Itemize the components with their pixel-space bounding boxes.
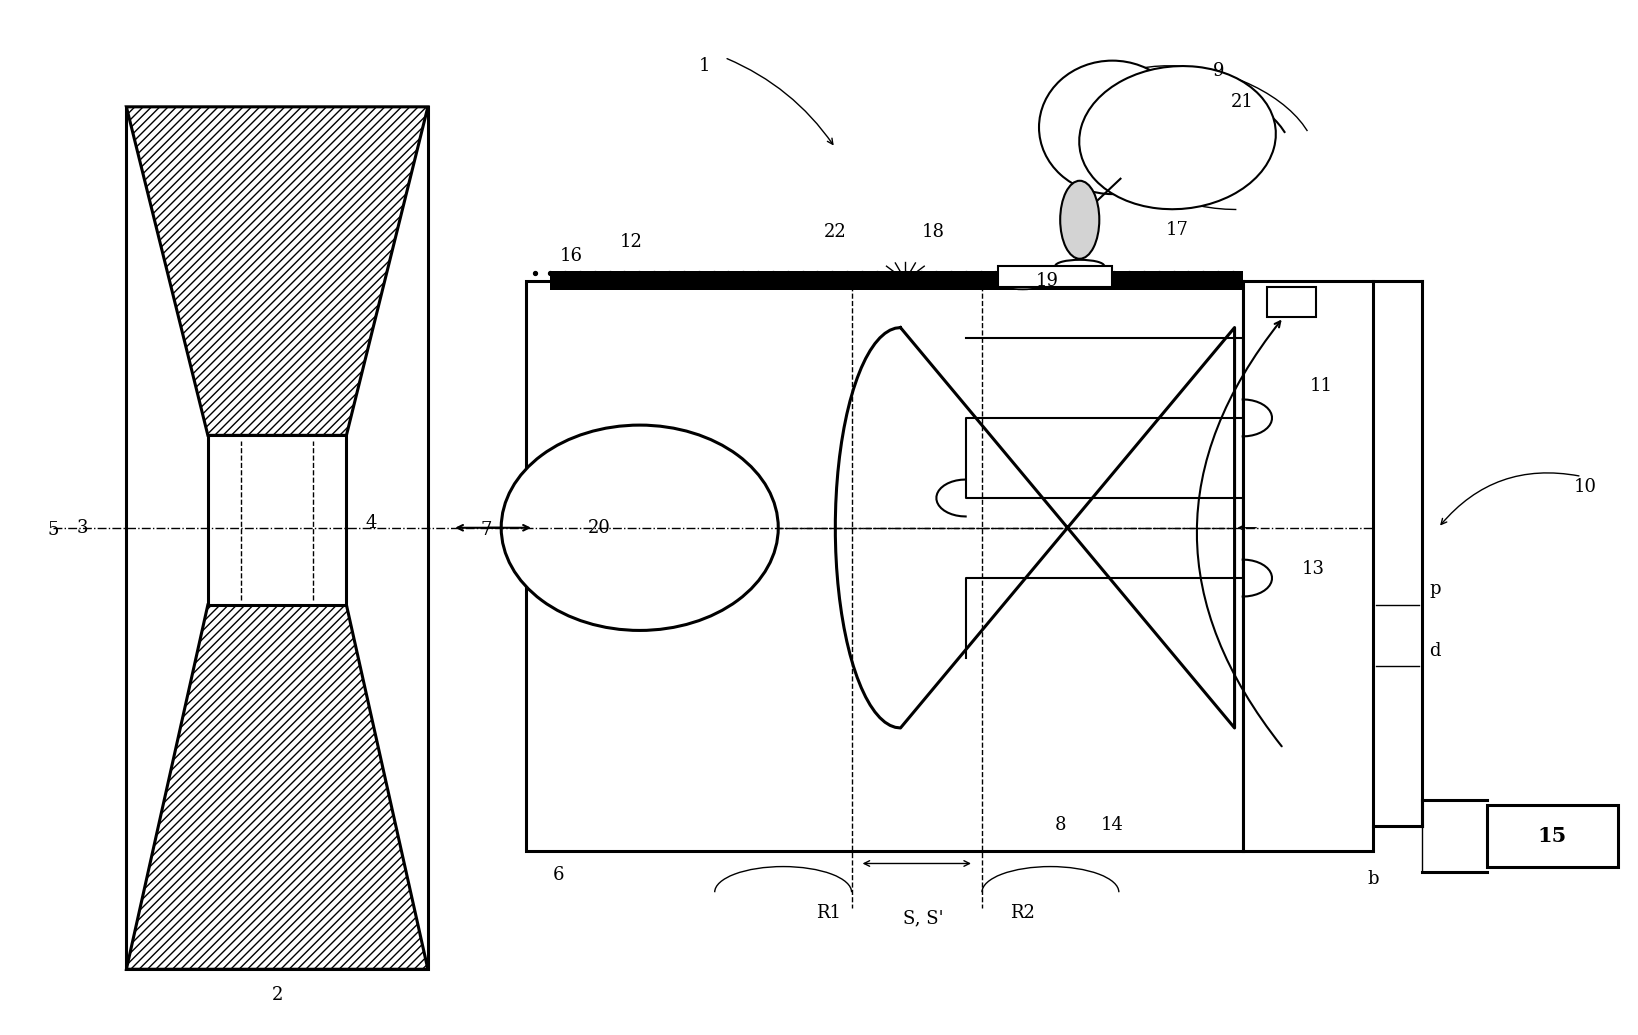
Text: 19: 19 — [1035, 272, 1058, 291]
Text: R1: R1 — [816, 904, 842, 922]
Ellipse shape — [501, 425, 778, 630]
Bar — [1243, 282, 1373, 851]
Text: 8: 8 — [1055, 817, 1066, 834]
Text: 15: 15 — [1538, 826, 1568, 846]
Bar — [208, 436, 346, 604]
Text: 16: 16 — [560, 246, 583, 265]
Text: 2: 2 — [272, 986, 283, 1004]
Text: 10: 10 — [1574, 478, 1597, 496]
Ellipse shape — [1079, 66, 1276, 209]
Polygon shape — [526, 282, 1243, 851]
Text: 21: 21 — [1232, 93, 1255, 111]
Ellipse shape — [999, 273, 1045, 290]
Text: 1: 1 — [699, 57, 711, 75]
Bar — [1268, 287, 1315, 318]
Text: 20: 20 — [588, 519, 611, 537]
Text: 4: 4 — [365, 513, 377, 532]
Text: 9: 9 — [1212, 62, 1224, 80]
Text: 14: 14 — [1101, 817, 1124, 834]
Text: S, S': S, S' — [903, 909, 943, 927]
Bar — [1487, 805, 1618, 866]
Polygon shape — [126, 107, 428, 436]
Text: 12: 12 — [621, 233, 644, 252]
Text: R2: R2 — [1011, 904, 1035, 922]
Bar — [998, 266, 1112, 287]
Ellipse shape — [1038, 61, 1186, 195]
Text: 7: 7 — [482, 521, 493, 539]
Text: 17: 17 — [1166, 221, 1189, 239]
Text: 3: 3 — [77, 519, 88, 537]
Bar — [550, 271, 1243, 290]
Text: p: p — [1430, 581, 1441, 598]
Polygon shape — [126, 604, 428, 969]
Text: 18: 18 — [922, 224, 945, 241]
Text: 22: 22 — [824, 224, 847, 241]
Text: 5: 5 — [48, 521, 59, 539]
Text: 6: 6 — [552, 866, 563, 884]
Text: d: d — [1430, 642, 1441, 660]
Text: 13: 13 — [1301, 560, 1324, 578]
Ellipse shape — [1055, 260, 1104, 272]
Text: 11: 11 — [1309, 377, 1332, 395]
Ellipse shape — [1060, 181, 1099, 259]
Text: b: b — [1368, 869, 1379, 888]
